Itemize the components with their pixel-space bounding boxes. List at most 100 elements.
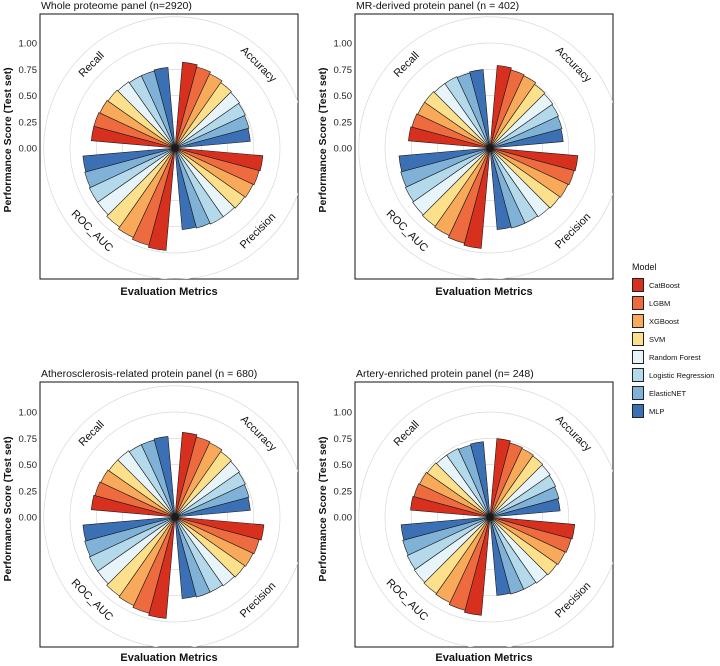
bar-precision-random-forest — [174, 516, 235, 587]
legend-item-catboost: CatBoost — [632, 276, 720, 294]
x-axis-label: Evaluation Metrics — [435, 652, 532, 664]
legend-item-elasticnet: ElasticNET — [632, 384, 720, 402]
bar-accuracy-elasticnet — [174, 115, 250, 149]
bar-roc-auc-random-forest — [412, 147, 491, 216]
bar-roc-auc-lgbm — [132, 516, 176, 614]
grid-circle — [384, 42, 596, 254]
legend-swatch — [632, 278, 644, 292]
grid-circle — [410, 68, 570, 228]
bar-roc-auc-elasticnet — [402, 516, 491, 556]
bar-roc-auc-xgboost — [434, 147, 491, 236]
legend-label: LGBM — [649, 298, 671, 308]
y-axis-label: Performance Score (Test set) — [2, 67, 14, 212]
grid-circle — [95, 68, 255, 228]
bar-accuracy-mlp — [489, 128, 564, 149]
bar-recall-xgboost — [99, 100, 176, 149]
legend-swatch — [632, 404, 644, 418]
bar-precision-xgboost — [174, 516, 254, 567]
y-axis-label: Performance Score (Test set) — [317, 67, 329, 212]
x-axis-label: Evaluation Metrics — [120, 286, 217, 298]
bar-recall-mlp — [469, 69, 491, 149]
bar-roc-auc-mlp — [82, 516, 176, 542]
bar-precision-svm — [174, 147, 246, 209]
bar-accuracy-svm — [489, 83, 546, 149]
panel-1: Whole proteome panel (n=2920)AccuracyPre… — [2, 0, 299, 298]
bar-precision-elasticnet — [489, 516, 525, 595]
bar-roc-auc-xgboost — [118, 516, 176, 606]
bar-accuracy-elasticnet — [489, 486, 560, 518]
bar-precision-random-forest — [489, 147, 550, 218]
bar-accuracy-lgbm — [489, 442, 523, 518]
grid-circle — [410, 437, 570, 597]
grid-circle — [437, 95, 543, 201]
bar-recall-random-forest — [117, 81, 176, 149]
bar-precision-elasticnet — [174, 516, 211, 598]
legend-label: XGBoost — [649, 316, 680, 326]
bar-accuracy-random-forest — [489, 464, 551, 518]
bar-accuracy-xgboost — [489, 448, 534, 518]
bar-accuracy-logistic-regression — [174, 472, 246, 518]
bar-recall-xgboost — [100, 469, 176, 518]
legend-swatch — [632, 332, 644, 346]
grid-circle — [69, 411, 281, 623]
panel-title: Atherosclerosis-related protein panel (n… — [41, 368, 257, 380]
bar-roc-auc-random-forest — [413, 516, 491, 583]
bar-recall-lgbm — [94, 481, 176, 518]
panel-title: MR-derived protein panel (n = 402) — [356, 0, 519, 12]
bar-accuracy-logistic-regression — [489, 475, 557, 518]
bar-accuracy-lgbm — [174, 66, 211, 149]
bar-precision-mlp — [489, 147, 512, 230]
bar-roc-auc-svm — [423, 516, 491, 594]
grid-circle — [437, 464, 543, 570]
bar-recall-mlp — [153, 67, 176, 149]
bar-recall-mlp — [153, 436, 176, 518]
legend-item-svm: SVM — [632, 330, 720, 348]
legend-label: Random Forest — [649, 352, 701, 362]
bar-accuracy-elasticnet — [489, 116, 563, 149]
bar-recall-svm — [107, 89, 176, 149]
bar-recall-svm — [426, 462, 491, 518]
legend-label: Logistic Regression — [649, 370, 715, 380]
bar-accuracy-svm — [174, 451, 232, 518]
bar-accuracy-svm — [489, 455, 544, 518]
bar-accuracy-svm — [174, 82, 232, 149]
bar-recall-lgbm — [413, 483, 491, 518]
panel-title: Whole proteome panel (n=2920) — [41, 0, 192, 12]
panel-4: Artery-enriched protein panel (n= 248)Ac… — [317, 368, 614, 664]
bar-recall-logistic-regression — [444, 76, 491, 149]
bar-precision-xgboost — [489, 147, 569, 198]
grid-circle — [384, 411, 596, 623]
bar-roc-auc-elasticnet — [400, 147, 491, 188]
bar-accuracy-elasticnet — [174, 484, 250, 518]
bar-precision-svm — [489, 147, 561, 209]
bar-accuracy-random-forest — [489, 93, 554, 149]
bar-recall-mlp — [470, 441, 491, 518]
y-tick-label: 0.50 — [334, 460, 353, 471]
legend-swatch — [632, 350, 644, 364]
bar-precision-xgboost — [489, 516, 566, 565]
y-tick-label: 0.75 — [334, 434, 353, 445]
grid-circle — [358, 16, 613, 279]
y-axis-label: Performance Score (Test set) — [2, 436, 14, 581]
bar-recall-xgboost — [419, 472, 491, 518]
y-tick-label: 1.00 — [334, 39, 353, 50]
y-tick-label: 0.00 — [334, 513, 353, 524]
legend-swatch — [632, 368, 644, 382]
legend-item-mlp: MLP — [632, 402, 720, 420]
grid-circle — [43, 16, 298, 279]
bar-accuracy-logistic-regression — [489, 104, 559, 149]
legend-swatch — [632, 386, 644, 400]
y-tick-label: 0.25 — [334, 486, 353, 497]
y-tick-label: 0.25 — [334, 117, 353, 128]
legend-title: Model — [632, 262, 657, 272]
bar-precision-lgbm — [174, 147, 260, 186]
bar-precision-mlp — [174, 516, 197, 599]
bar-precision-elasticnet — [174, 147, 211, 229]
y-tick-label: 0.75 — [334, 65, 353, 76]
bar-precision-svm — [489, 516, 558, 576]
y-tick-label: 0.75 — [19, 434, 38, 445]
legend-item-lgbm: LGBM — [632, 294, 720, 312]
legend-item-logistic-regression: Logistic Regression — [632, 366, 720, 384]
